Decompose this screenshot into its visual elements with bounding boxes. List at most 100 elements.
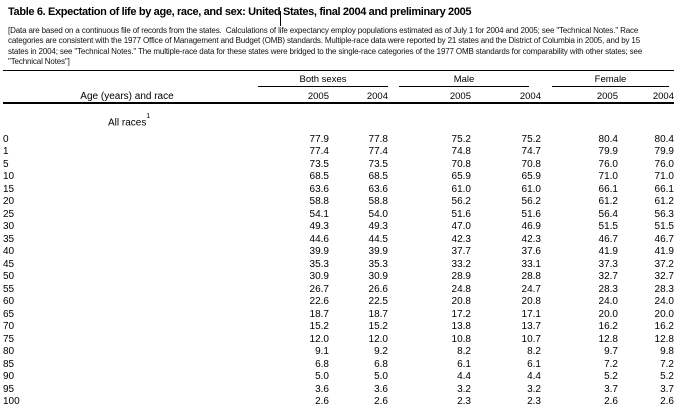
value-cell: 77.4: [309, 146, 329, 158]
value-cell: 20.0: [598, 308, 618, 320]
value-cell: 63.6: [309, 183, 329, 195]
table-row: 45 35.3 35.3 33.2 33.1 37.3 37.2: [3, 259, 674, 272]
value-cell: 46.7: [654, 233, 674, 245]
table-row: 50 30.9 30.9 28.9 28.8 32.7 32.7: [3, 271, 674, 284]
life-expectancy-table: Both sexes Male Female Age (years) and r…: [3, 69, 674, 409]
value-cell: 74.7: [521, 146, 541, 158]
value-cell: 39.9: [309, 246, 329, 258]
table-title: Table 6. Expectation of life by age, rac…: [8, 6, 472, 18]
table-note: [Data are based on a continuous file of …: [8, 26, 678, 68]
value-cell: 80.4: [654, 133, 674, 145]
col-group-label: Both sexes: [258, 74, 388, 87]
section-header-all-races: All races1: [3, 103, 674, 129]
value-cell: 24.0: [654, 296, 674, 308]
value-cell: 73.5: [309, 158, 329, 170]
value-cell: 35.3: [368, 258, 388, 270]
value-cell: 77.4: [368, 146, 388, 158]
value-cell: 13.8: [451, 321, 471, 333]
value-cell: 76.0: [654, 158, 674, 170]
note-line: states in 2004; see "Technical Notes." T…: [8, 46, 643, 56]
value-cell: 7.2: [660, 358, 674, 370]
table-row: 0 77.9 77.8 75.2 75.2 80.4 80.4: [3, 134, 674, 147]
col-group-female: Female: [541, 70, 674, 87]
table-row: 80 9.1 9.2 8.2 8.2 9.7 9.8: [3, 346, 674, 359]
age-cell: 55: [3, 283, 15, 295]
table-row: 10 68.5 68.5 65.9 65.9 71.0 71.0: [3, 171, 674, 184]
value-cell: 35.3: [309, 258, 329, 270]
value-cell: 75.2: [451, 133, 471, 145]
col-group-label: Female: [552, 74, 669, 87]
table-row: 100 2.6 2.6 2.3 2.3 2.6 2.6: [3, 396, 674, 409]
value-cell: 32.7: [654, 271, 674, 283]
age-cell: 10: [3, 171, 15, 183]
value-cell: 24.0: [598, 296, 618, 308]
value-cell: 26.6: [368, 283, 388, 295]
value-cell: 6.8: [315, 358, 329, 370]
value-cell: 17.1: [521, 308, 541, 320]
value-cell: 51.5: [654, 221, 674, 233]
value-cell: 6.8: [374, 358, 388, 370]
age-cell: 40: [3, 246, 15, 258]
age-cell: 45: [3, 258, 15, 270]
value-cell: 79.9: [654, 146, 674, 158]
value-cell: 68.5: [368, 171, 388, 183]
value-cell: 8.2: [527, 346, 541, 358]
table-row: 1 77.4 77.4 74.8 74.7 79.9 79.9: [3, 146, 674, 159]
value-cell: 16.2: [598, 321, 618, 333]
year-column-header: 2004: [471, 86, 541, 104]
value-cell: 65.9: [451, 171, 471, 183]
value-cell: 51.5: [598, 221, 618, 233]
value-cell: 7.2: [604, 358, 618, 370]
value-cell: 56.2: [451, 196, 471, 208]
value-cell: 51.6: [521, 208, 541, 220]
value-cell: 22.5: [368, 296, 388, 308]
table-row: 40 39.9 39.9 37.7 37.6 41.9 41.9: [3, 246, 674, 259]
note-line: [Data are based on a continuous file of …: [8, 26, 639, 35]
value-cell: 37.7: [451, 246, 471, 258]
value-cell: 66.1: [598, 183, 618, 195]
year-column-header: 2005: [388, 86, 471, 104]
value-cell: 61.2: [654, 196, 674, 208]
col-group-male: Male: [388, 70, 541, 87]
note-line: categories are consistent with the 1977 …: [8, 36, 641, 46]
value-cell: 6.1: [457, 358, 471, 370]
age-cell: 0: [3, 133, 9, 145]
value-cell: 33.1: [521, 258, 541, 270]
document-page: { "title": "Table 6. Expectation of life…: [0, 6, 678, 413]
value-cell: 28.3: [598, 283, 618, 295]
value-cell: 5.2: [660, 371, 674, 383]
value-cell: 41.9: [654, 246, 674, 258]
value-cell: 8.2: [457, 346, 471, 358]
table-row: 95 3.6 3.6 3.2 3.2 3.7 3.7: [3, 384, 674, 397]
value-cell: 15.2: [309, 321, 329, 333]
value-cell: 18.7: [368, 308, 388, 320]
value-cell: 44.6: [309, 233, 329, 245]
value-cell: 56.4: [598, 208, 618, 220]
value-cell: 22.6: [309, 296, 329, 308]
value-cell: 5.0: [374, 371, 388, 383]
value-cell: 16.2: [654, 321, 674, 333]
age-cell: 30: [3, 221, 15, 233]
value-cell: 79.9: [598, 146, 618, 158]
value-cell: 3.7: [604, 383, 618, 395]
stub-spacer: [3, 70, 251, 87]
value-cell: 71.0: [598, 171, 618, 183]
note-line: "Technical Notes"]: [8, 57, 70, 67]
value-cell: 9.8: [660, 346, 674, 358]
age-cell: 70: [3, 321, 15, 333]
col-group-both-sexes: Both sexes: [251, 70, 388, 87]
value-cell: 42.3: [521, 233, 541, 245]
table-row: 25 54.1 54.0 51.6 51.6 56.4 56.3: [3, 209, 674, 222]
table-row: 85 6.8 6.8 6.1 6.1 7.2 7.2: [3, 359, 674, 372]
value-cell: 3.2: [457, 383, 471, 395]
year-column-header: 2005: [251, 86, 329, 104]
value-cell: 71.0: [654, 171, 674, 183]
value-cell: 2.6: [660, 396, 674, 408]
table-row: 65 18.7 18.7 17.2 17.1 20.0 20.0: [3, 309, 674, 322]
table-row: 75 12.0 12.0 10.8 10.7 12.8 12.8: [3, 334, 674, 347]
age-cell: 100: [3, 396, 20, 408]
value-cell: 70.8: [521, 158, 541, 170]
value-cell: 80.4: [598, 133, 618, 145]
value-cell: 54.1: [309, 208, 329, 220]
value-cell: 49.3: [309, 221, 329, 233]
